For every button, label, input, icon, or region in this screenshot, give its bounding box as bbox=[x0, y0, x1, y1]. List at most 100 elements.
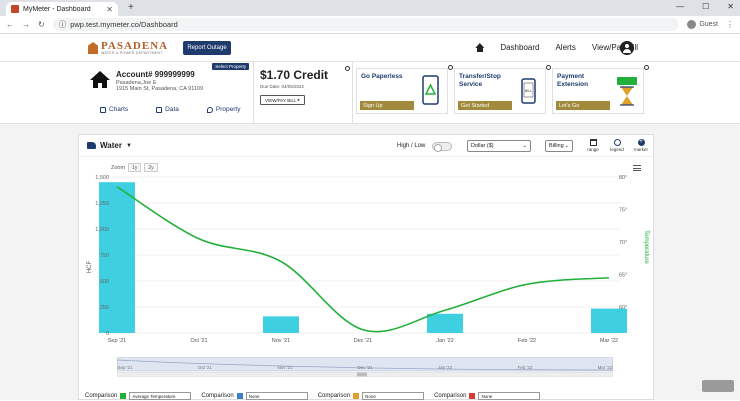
period-select[interactable]: Billing⌄ bbox=[545, 140, 573, 152]
y-tick-label: 500 bbox=[100, 279, 109, 285]
browser-toolbar: ← → ↻ ⓘ pwp.test.mymeter.co/Dashboard Gu… bbox=[0, 16, 740, 34]
logo-text: PASADENA bbox=[101, 41, 168, 51]
x-tick-label: Jan '22 bbox=[436, 338, 454, 344]
high-low-label: High / Low bbox=[397, 143, 425, 149]
browser-tabstrip: MyMeter - Dashboard ✕ + — ☐ ✕ bbox=[0, 0, 740, 16]
lets-go-button[interactable]: Let's Go bbox=[556, 101, 610, 110]
hourglass-money-icon bbox=[616, 75, 638, 107]
y2-tick-label: 80° bbox=[619, 175, 627, 181]
promo-transfer-stop-service[interactable]: Transfer/Stop Service Get Started BILL bbox=[454, 68, 546, 114]
reload-icon[interactable]: ↻ bbox=[38, 20, 45, 29]
select-property-button[interactable]: Select Property bbox=[212, 63, 249, 70]
navigator-label: Sep '21 bbox=[117, 365, 133, 370]
promo-go-paperless[interactable]: Go Paperless Sign Up bbox=[356, 68, 448, 114]
forward-icon[interactable]: → bbox=[22, 20, 30, 29]
comparison-swatch bbox=[353, 393, 359, 399]
unit-select[interactable]: Dollar ($)⌄ bbox=[467, 140, 531, 152]
browser-tab[interactable]: MyMeter - Dashboard ✕ bbox=[6, 2, 118, 16]
maximize-icon[interactable]: ☐ bbox=[702, 2, 709, 11]
due-date: Due Date: 04/05/2022 bbox=[260, 84, 304, 89]
sign-up-button[interactable]: Sign Up bbox=[360, 101, 414, 110]
promo-title: Payment Extension bbox=[557, 73, 613, 89]
y2-tick-label: 65° bbox=[619, 273, 627, 279]
calendar-icon bbox=[590, 139, 597, 146]
y-tick-label: 750 bbox=[100, 253, 109, 259]
plus-icon: + bbox=[638, 139, 645, 146]
y2-axis-label: Temperature bbox=[643, 230, 649, 264]
close-window-icon[interactable]: ✕ bbox=[727, 2, 734, 11]
utility-label: Water bbox=[100, 141, 122, 150]
report-outage-button[interactable]: Report Outage bbox=[183, 41, 231, 55]
temperature-line bbox=[117, 187, 609, 332]
promo-title: Go Paperless bbox=[361, 73, 417, 81]
promo-settings-gear-icon[interactable] bbox=[546, 65, 551, 70]
promo-payment-extension[interactable]: Payment Extension Let's Go bbox=[552, 68, 644, 114]
promo-settings-gear-icon[interactable] bbox=[448, 65, 453, 70]
house-icon bbox=[90, 71, 110, 88]
back-icon[interactable]: ← bbox=[6, 20, 14, 29]
gear-icon bbox=[614, 139, 621, 146]
url-text: pwp.test.mymeter.co/Dashboard bbox=[70, 20, 178, 29]
usage-chart-panel: Water ▼ High / Low Dollar ($)⌄ Billing⌄ … bbox=[78, 134, 654, 400]
new-tab-icon[interactable]: + bbox=[128, 2, 134, 13]
home-icon[interactable] bbox=[475, 43, 484, 52]
navigator-label: Mar '22 bbox=[598, 365, 613, 370]
credit-amount: $1.70 Credit bbox=[260, 68, 328, 82]
address-bar[interactable]: ⓘ pwp.test.mymeter.co/Dashboard bbox=[53, 18, 680, 31]
svg-text:BILL: BILL bbox=[525, 89, 532, 93]
legend-button[interactable]: legend bbox=[607, 139, 627, 152]
site-info-icon[interactable]: ⓘ bbox=[59, 19, 67, 30]
profile-button[interactable]: Guest bbox=[687, 20, 718, 29]
y-tick-label: 0 bbox=[106, 331, 109, 337]
x-tick-label: Mar '22 bbox=[600, 338, 618, 344]
comparison-select[interactable]: None bbox=[478, 392, 540, 400]
user-account-icon[interactable] bbox=[620, 41, 634, 55]
comparison-swatch bbox=[469, 393, 475, 399]
view-pay-bill-button[interactable]: VIEW/PAY BILL ▸ bbox=[260, 95, 305, 105]
y-tick-label: 1,000 bbox=[95, 227, 109, 233]
range-button[interactable]: range bbox=[583, 139, 603, 152]
y2-tick-label: 60° bbox=[619, 305, 627, 311]
account-strip: Select Property Account# 999999999 Pasad… bbox=[0, 62, 740, 124]
close-tab-icon[interactable]: ✕ bbox=[106, 5, 113, 14]
data-icon bbox=[156, 107, 162, 113]
credit-settings-gear-icon[interactable] bbox=[345, 66, 350, 71]
utility-selector[interactable]: Water ▼ bbox=[87, 141, 132, 150]
video-controls-overlay[interactable] bbox=[702, 380, 734, 392]
get-started-button[interactable]: Get Started bbox=[458, 101, 512, 110]
charts-icon bbox=[100, 107, 106, 113]
property-link[interactable]: Property bbox=[207, 106, 241, 113]
pasadena-logo[interactable]: PASADENA WATER & POWER DEPARTMENT bbox=[88, 41, 168, 55]
usage-bar bbox=[427, 314, 463, 333]
main-nav: Dashboard Alerts View/Pay Bill bbox=[475, 43, 638, 52]
x-tick-label: Feb '22 bbox=[518, 338, 536, 344]
location-pin-icon bbox=[207, 107, 213, 113]
promo-settings-gear-icon[interactable] bbox=[644, 65, 649, 70]
minimize-icon[interactable]: — bbox=[676, 2, 684, 11]
navigator-label: Feb '22 bbox=[518, 365, 533, 370]
y-tick-label: 1,250 bbox=[95, 201, 109, 207]
site-header: PASADENA WATER & POWER DEPARTMENT Report… bbox=[0, 35, 740, 62]
marker-button[interactable]: + marker bbox=[631, 139, 651, 152]
favicon-icon bbox=[11, 5, 19, 13]
profile-avatar-icon bbox=[687, 20, 696, 29]
browser-menu-icon[interactable]: ⋮ bbox=[726, 20, 734, 29]
chevron-down-icon: ⌄ bbox=[522, 143, 527, 149]
y-axis-label: HCF bbox=[87, 261, 93, 274]
nav-dashboard[interactable]: Dashboard bbox=[500, 43, 539, 52]
nav-alerts[interactable]: Alerts bbox=[555, 43, 575, 52]
y2-tick-label: 70° bbox=[619, 240, 627, 246]
charts-link[interactable]: Charts bbox=[100, 106, 128, 113]
chart-toolbar: Water ▼ High / Low Dollar ($)⌄ Billing⌄ … bbox=[79, 135, 655, 157]
high-low-toggle[interactable] bbox=[432, 142, 452, 151]
y2-tick-label: 75° bbox=[619, 208, 627, 214]
navigator-scroll-thumb[interactable] bbox=[357, 373, 367, 377]
comparison-select[interactable]: None bbox=[246, 392, 308, 400]
x-tick-label: Nov '21 bbox=[272, 338, 290, 344]
comparison-select[interactable]: None bbox=[362, 392, 424, 400]
profile-label: Guest bbox=[699, 21, 718, 28]
window-controls: — ☐ ✕ bbox=[676, 2, 734, 11]
comparison-select[interactable]: Average Temperature bbox=[129, 392, 191, 400]
data-link[interactable]: Data bbox=[156, 106, 179, 113]
